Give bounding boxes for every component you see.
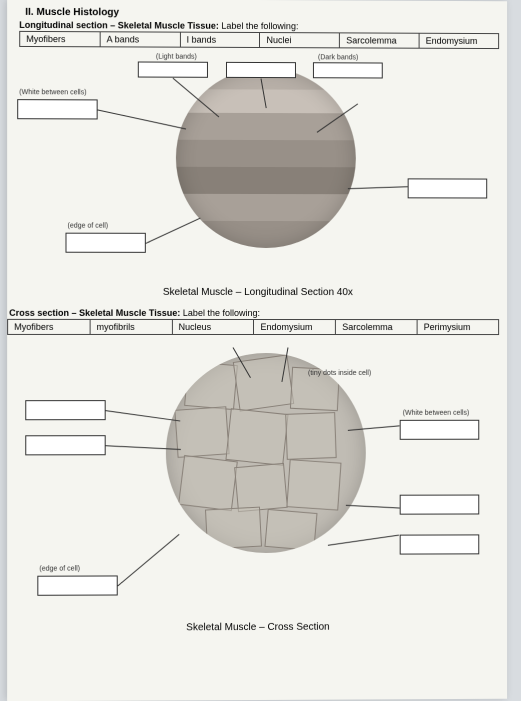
label-box[interactable] — [400, 495, 480, 515]
label-box[interactable] — [37, 575, 117, 595]
term-cell: Sarcolemma — [340, 33, 420, 47]
longitudinal-caption: Skeletal Muscle – Longitudinal Section 4… — [7, 283, 507, 298]
leader-line — [106, 410, 181, 421]
term-cell: Endomysium — [254, 320, 336, 334]
label-box[interactable] — [408, 178, 488, 198]
term-cell: Myofibers — [8, 320, 90, 334]
hint-white-between: (White between cells) — [19, 89, 86, 96]
term-cell: Myofibers — [20, 32, 100, 46]
worksheet-page: II. Muscle Histology Longitudinal sectio… — [7, 0, 507, 701]
hint-light-bands: (Light bands) — [156, 54, 197, 61]
term-cell: Nuclei — [260, 33, 340, 47]
label-box[interactable] — [25, 435, 105, 455]
leader-line — [346, 505, 400, 509]
leader-line — [146, 218, 201, 244]
cross-micrograph — [166, 353, 366, 553]
label-box[interactable] — [226, 62, 296, 78]
terms-row-cross: Myofibers myofibrils Nucleus Endomysium … — [7, 319, 499, 335]
leader-line — [98, 109, 187, 129]
label-box[interactable] — [400, 534, 480, 554]
section-title: II. Muscle Histology — [7, 0, 507, 22]
hint-dark-bands: (Dark bands) — [318, 54, 358, 61]
cross-subtitle: Cross section – Skeletal Muscle Tissue: … — [7, 308, 507, 319]
leader-line — [348, 186, 408, 189]
subtitle-rest: Label the following: — [180, 308, 260, 318]
label-box[interactable] — [400, 420, 480, 440]
longitudinal-diagram: (Light bands) (Dark bands) (White betwee… — [7, 47, 507, 308]
label-box[interactable] — [65, 233, 145, 253]
subtitle-bold: Cross section – Skeletal Muscle Tissue: — [9, 308, 180, 318]
term-cell: Perimysium — [418, 320, 498, 334]
leader-line — [117, 534, 179, 586]
term-cell: A bands — [100, 32, 180, 46]
term-cell: I bands — [181, 33, 261, 47]
term-cell: Nucleus — [173, 320, 255, 334]
term-cell: myofibrils — [90, 320, 172, 334]
hint-tiny-dots: (tiny dots inside cell) — [308, 370, 371, 377]
label-box[interactable] — [17, 99, 97, 119]
label-box[interactable] — [138, 61, 208, 77]
longitudinal-micrograph — [176, 68, 356, 248]
cross-caption: Skeletal Muscle – Cross Section — [7, 617, 507, 634]
hint-edge-of-cell: (edge of cell) — [68, 223, 109, 230]
cross-diagram: (tiny dots inside cell) (edge of cell) (… — [7, 335, 507, 636]
subtitle-bold: Longitudinal section – Skeletal Muscle T… — [19, 20, 219, 31]
label-box[interactable] — [313, 62, 383, 78]
label-box[interactable] — [25, 400, 105, 420]
subtitle-rest: Label the following: — [219, 21, 299, 31]
term-cell: Endomysium — [420, 34, 498, 48]
hint-white-between: (White between cells) — [403, 410, 470, 417]
leader-line — [328, 535, 399, 546]
term-cell: Sarcolemma — [336, 320, 418, 334]
hint-edge-of-cell: (edge of cell) — [39, 566, 80, 573]
